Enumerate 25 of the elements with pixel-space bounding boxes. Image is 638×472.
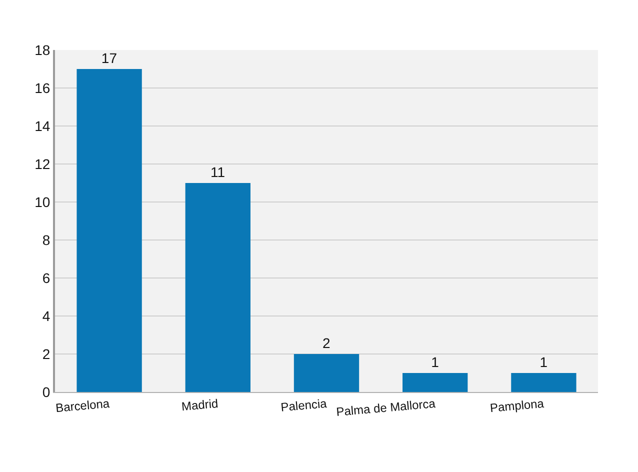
x-tick-label: Barcelona: [55, 396, 110, 416]
bar: [402, 373, 468, 392]
y-tick-label: 18: [34, 42, 50, 58]
y-tick-label: 12: [34, 156, 50, 172]
x-tick-label: Madrid: [180, 396, 219, 414]
y-tick-label: 2: [42, 346, 50, 362]
data-label: 17: [101, 50, 118, 66]
y-tick-label: 0: [42, 384, 50, 400]
data-label: 11: [210, 164, 226, 180]
y-tick-label: 10: [34, 194, 50, 210]
y-tick-label: 8: [42, 232, 50, 248]
bar: [185, 183, 250, 392]
data-label: 1: [540, 354, 548, 370]
y-tick-label: 4: [42, 308, 50, 324]
bar: [76, 69, 142, 392]
data-label: 1: [431, 354, 440, 370]
y-tick-label: 16: [34, 80, 50, 96]
x-tick-label: Pamplona: [489, 396, 545, 416]
bar: [511, 373, 576, 392]
y-tick-label: 6: [42, 270, 50, 286]
y-tick-label: 14: [34, 118, 50, 134]
bar: [294, 354, 360, 392]
x-tick-label: Palencia: [280, 396, 328, 414]
data-label: 2: [322, 335, 330, 351]
x-tick-label: Palma de Mallorca: [336, 396, 436, 420]
